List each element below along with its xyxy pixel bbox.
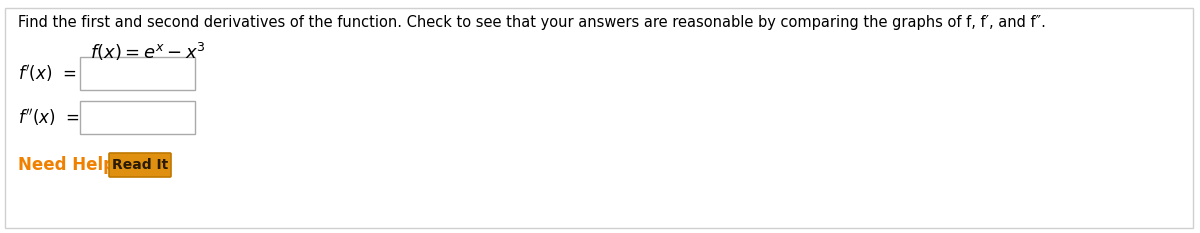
FancyBboxPatch shape	[5, 8, 1193, 228]
Text: $f(x) = e^x - x^3$: $f(x) = e^x - x^3$	[90, 41, 205, 63]
Text: Read It: Read It	[112, 158, 168, 172]
Text: $f'(x)$  =: $f'(x)$ =	[18, 62, 77, 83]
Text: Need Help?: Need Help?	[18, 156, 125, 174]
FancyBboxPatch shape	[109, 153, 172, 177]
FancyBboxPatch shape	[80, 56, 194, 89]
FancyBboxPatch shape	[80, 100, 194, 134]
Text: Find the first and second derivatives of the function. Check to see that your an: Find the first and second derivatives of…	[18, 15, 1046, 30]
Text: $f''(x)$  =: $f''(x)$ =	[18, 106, 79, 127]
